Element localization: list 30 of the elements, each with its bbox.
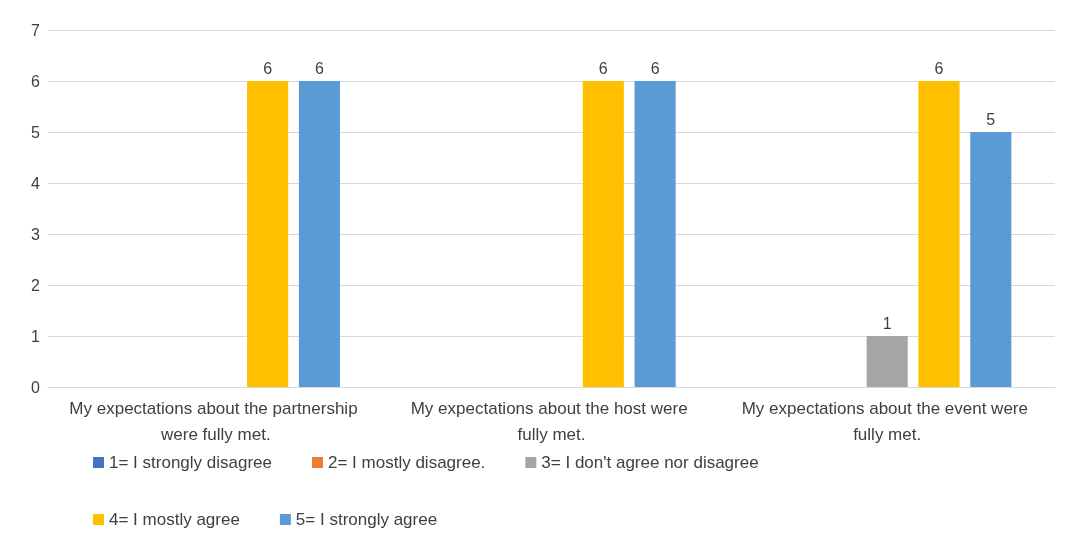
data-label: 6 [263, 59, 273, 77]
legend-label: 4= I mostly agree [109, 510, 240, 529]
data-label: 5 [986, 110, 996, 128]
y-tick-label: 7 [31, 21, 41, 39]
bar [634, 81, 676, 387]
legend-label: 3= I don't agree nor disagree [541, 453, 759, 472]
bar [582, 81, 624, 387]
y-tick-label: 1 [31, 327, 41, 345]
bar [866, 336, 908, 387]
legend-label: 2= I mostly disagree. [328, 453, 486, 472]
y-tick-label: 4 [31, 174, 41, 192]
data-label: 6 [934, 59, 944, 77]
x-tick-label: My expectations about the partnership were fully met. [69, 398, 363, 444]
bar [970, 132, 1012, 387]
y-tick-label: 0 [31, 378, 41, 396]
y-tick-label: 6 [31, 72, 41, 90]
data-label: 6 [650, 59, 660, 77]
y-tick-label: 2 [31, 276, 41, 294]
x-tick-label: My expectations about the event were fully met. [741, 398, 1033, 444]
legend-label: 5= I strongly agree [295, 510, 438, 529]
legend-label: 1= I strongly disagree [109, 453, 273, 472]
data-label: 6 [315, 59, 325, 77]
bar [918, 81, 960, 387]
y-tick-label: 3 [31, 225, 41, 243]
x-tick-label: My expectations about the host were fully met. [410, 398, 693, 444]
y-tick-label: 5 [31, 123, 41, 141]
data-label: 6 [598, 59, 608, 77]
bar [247, 81, 289, 387]
data-label: 1 [882, 314, 892, 332]
bar [298, 81, 341, 387]
